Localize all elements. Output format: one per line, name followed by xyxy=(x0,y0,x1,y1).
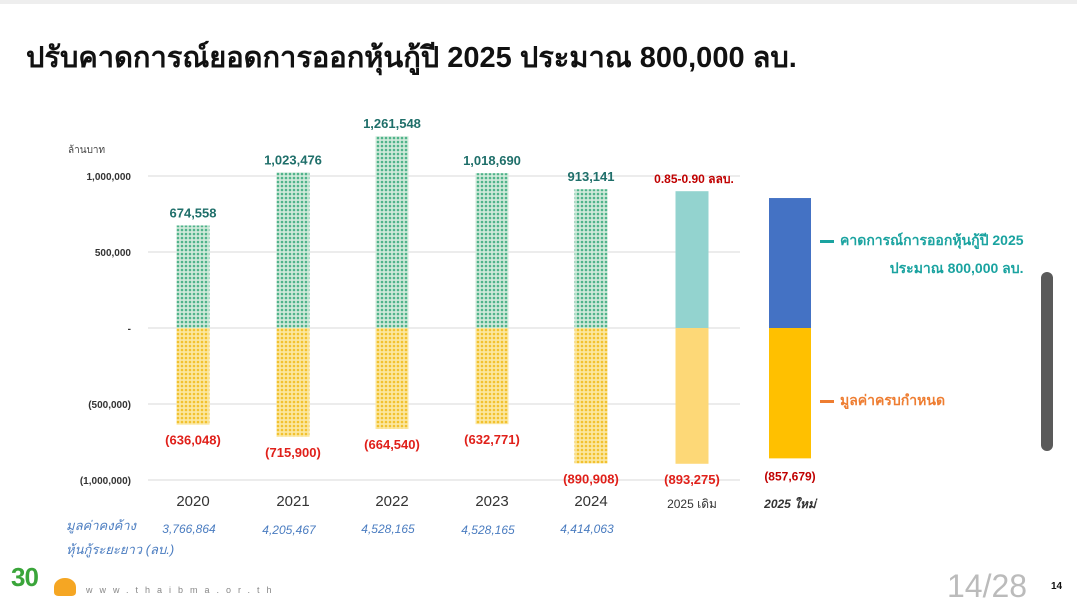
x-tick-label: 2025 ใหม่ xyxy=(763,496,818,511)
legend-forecast: คาดการณ์การออกหุ้นกู้ปี 2025 ประมาณ 800,… xyxy=(820,230,1024,280)
data-label-issuance: 674,558 xyxy=(170,205,217,220)
bar-maturity xyxy=(475,328,509,425)
outstanding-label: มูลค่าคงค้าง หุ้นกู้ระยะยาว (ลบ.) xyxy=(66,514,174,562)
y-tick-label: (1,000,000) xyxy=(80,476,131,487)
y-tick-label: 500,000 xyxy=(95,248,132,259)
page-number: 14 xyxy=(1051,581,1063,592)
data-label-issuance: 1,261,548 xyxy=(363,116,421,131)
legend-dash-icon xyxy=(820,239,834,243)
bar-maturity xyxy=(375,328,409,430)
bar-maturity xyxy=(574,328,608,464)
bar-maturity xyxy=(675,328,709,464)
data-label-maturity: (890,908) xyxy=(563,471,619,486)
data-label-maturity: (715,900) xyxy=(265,445,321,460)
legend-maturity: มูลค่าครบกำหนด xyxy=(820,390,945,412)
bar-maturity xyxy=(276,328,310,437)
x-tick-label: 2023 xyxy=(475,493,508,510)
bar-issuance xyxy=(574,189,608,328)
data-label-maturity: (857,679) xyxy=(764,469,815,483)
data-label-issuance: 0.85-0.90 ลลบ. xyxy=(654,172,734,186)
bar-issuance xyxy=(675,191,709,328)
outstanding-value: 4,205,467 xyxy=(262,523,317,537)
y-tick-label: 1,000,000 xyxy=(87,172,132,183)
outstanding-value: 4,528,165 xyxy=(361,522,415,536)
bar-issuance xyxy=(475,173,509,328)
data-label-maturity: (664,540) xyxy=(364,437,420,452)
outstanding-label-line1: มูลค่าคงค้าง xyxy=(66,518,136,533)
website-link[interactable]: www.thaibma.or.th xyxy=(86,585,279,595)
legend-forecast-line2: ประมาณ 800,000 ลบ. xyxy=(889,260,1024,276)
scrollbar[interactable] xyxy=(1041,272,1053,451)
outstanding-label-line2: หุ้นกู้ระยะยาว (ลบ.) xyxy=(66,542,175,557)
logo: 30 xyxy=(11,562,39,592)
x-tick-label: 2020 xyxy=(176,493,209,510)
x-tick-label: 2025 เดิม xyxy=(667,497,717,511)
legend-forecast-line1: คาดการณ์การออกหุ้นกู้ปี 2025 xyxy=(840,232,1024,248)
data-label-maturity: (632,771) xyxy=(464,432,520,447)
y-tick-label: (500,000) xyxy=(88,400,131,411)
outstanding-value: 4,528,165 xyxy=(461,523,515,537)
bar-maturity xyxy=(769,328,811,459)
bar-issuance xyxy=(769,198,811,328)
data-label-issuance: 1,018,690 xyxy=(463,153,521,168)
outstanding-value: 4,414,063 xyxy=(560,522,614,536)
x-tick-label: 2021 xyxy=(276,493,309,510)
page-title: ปรับคาดการณ์ยอดการออกหุ้นกู้ปี 2025 ประม… xyxy=(26,42,797,74)
bar-issuance xyxy=(176,225,210,328)
bar-maturity xyxy=(176,328,210,425)
x-tick-label: 2022 xyxy=(375,493,408,510)
x-tick-label: 2024 xyxy=(574,493,607,510)
legend-dash-icon xyxy=(820,399,834,403)
page-indicator: 14/28 xyxy=(947,568,1028,604)
data-label-maturity: (636,048) xyxy=(165,433,221,448)
bar-issuance xyxy=(375,136,409,328)
data-label-issuance: 1,023,476 xyxy=(264,152,322,167)
outstanding-value: 3,766,864 xyxy=(162,522,216,536)
top-border xyxy=(0,0,1077,4)
y-tick-label: - xyxy=(128,324,131,335)
flower-logo-icon xyxy=(54,578,76,596)
data-label-maturity: (893,275) xyxy=(664,472,720,487)
data-label-issuance: 913,141 xyxy=(568,169,615,184)
bar-issuance xyxy=(276,172,310,328)
y-unit-label: ล้านบาท xyxy=(68,144,105,156)
legend-maturity-label: มูลค่าครบกำหนด xyxy=(840,392,946,408)
